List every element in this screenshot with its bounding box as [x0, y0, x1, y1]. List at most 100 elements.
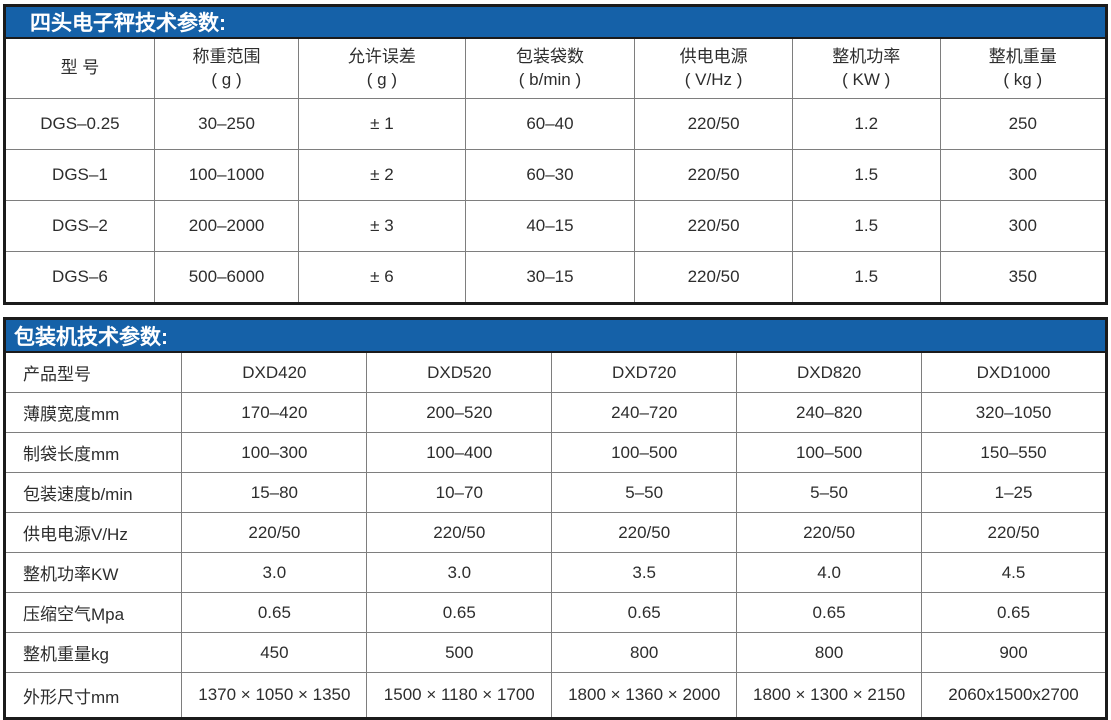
column-header-line2: ( kg ) — [1003, 69, 1043, 89]
table-row: DGS–6 500–6000 ± 6 30–15 220/50 1.5 350 — [4, 251, 1108, 304]
column-header: 整机重量 ( kg ) — [939, 37, 1108, 99]
packer-params-title: 包装机技术参数: — [4, 318, 1107, 353]
spec-value-cell: 450 — [181, 632, 368, 673]
table-row: 制袋长度mm 100–300 100–400 100–500 100–500 150–55… — [3, 432, 1107, 473]
spec-value-cell: 170–420 — [181, 392, 368, 433]
spec-value-cell: 1.2 — [791, 98, 941, 150]
spec-value-cell: 1800 × 1300 × 2150 — [736, 672, 923, 719]
spec-value-cell: 150–550 — [921, 432, 1107, 473]
row-label: 外形尺寸mm — [3, 672, 183, 719]
column-header: 整机功率 ( KW ) — [791, 37, 941, 99]
table-row: DGS–1 100–1000 ± 2 60–30 220/50 1.5 300 — [4, 149, 1108, 201]
spec-value-cell: 100–500 — [551, 432, 738, 473]
model-cell: DGS–6 — [4, 251, 155, 304]
spec-value-cell: 3.5 — [551, 552, 738, 593]
spec-value-cell: 220/50 — [736, 512, 923, 553]
spec-value-cell: 240–720 — [551, 392, 738, 433]
row-label: 供电电源V/Hz — [3, 512, 183, 553]
spec-value-cell: 1370 × 1050 × 1350 — [181, 672, 368, 719]
row-label: 整机重量kg — [3, 632, 183, 673]
row-label: 薄膜宽度mm — [3, 392, 183, 433]
spec-value-cell: 60–30 — [464, 149, 636, 201]
table-row: 外形尺寸mm 1370 × 1050 × 1350 1500 × 1180 × 17… — [3, 672, 1107, 719]
spec-value-cell: 1500 × 1180 × 1700 — [366, 672, 553, 719]
column-header: 称重范围 ( g ) — [153, 37, 300, 99]
spec-value-cell: DXD820 — [736, 351, 923, 393]
column-header: 供电电源 ( V/Hz ) — [634, 37, 793, 99]
spec-value-cell: 0.65 — [921, 592, 1107, 633]
spec-value-cell: 3.0 — [366, 552, 553, 593]
spec-value-cell: 3.0 — [181, 552, 368, 593]
spec-value-cell: ± 2 — [298, 149, 466, 201]
spec-value-cell: 30–250 — [153, 98, 300, 150]
spec-value-cell: 250 — [939, 98, 1108, 150]
table-row: 产品型号 DXD420 DXD520 DXD720 DXD820 DXD1000 — [3, 351, 1107, 393]
spec-value-cell: DXD1000 — [921, 351, 1107, 393]
spec-value-cell: 320–1050 — [921, 392, 1107, 433]
spec-value-cell: 900 — [921, 632, 1107, 673]
spec-value-cell: 100–500 — [736, 432, 923, 473]
model-cell: DGS–2 — [4, 200, 155, 252]
spec-value-cell: 60–40 — [464, 98, 636, 150]
spec-value-cell: 5–50 — [736, 472, 923, 513]
column-header-line1: 允许误差 — [347, 46, 416, 66]
table-row: 供电电源V/Hz 220/50 220/50 220/50 220/50 220/50 — [3, 512, 1107, 553]
spec-value-cell: 30–15 — [464, 251, 636, 304]
column-header-line1: 供电电源 — [679, 46, 748, 66]
spec-value-cell: 1.5 — [791, 251, 941, 304]
spec-value-cell: 0.65 — [181, 592, 368, 633]
spec-value-cell: 0.65 — [366, 592, 553, 633]
spec-value-cell: 350 — [939, 251, 1108, 304]
column-header: 型 号 — [4, 37, 155, 99]
spec-value-cell: 0.65 — [736, 592, 923, 633]
spec-value-cell: 220/50 — [634, 149, 793, 201]
packer-params-table: 包装机技术参数: 产品型号 DXD420 DXD520 DXD720 DXD820 DXD… — [3, 317, 1108, 720]
spec-value-cell: 220/50 — [634, 200, 793, 252]
spec-value-cell: 4.5 — [921, 552, 1107, 593]
spec-value-cell: 800 — [551, 632, 738, 673]
spec-value-cell: 10–70 — [366, 472, 553, 513]
column-header-line2: ( V/Hz ) — [684, 69, 743, 89]
column-header-line1: 称重范围 — [192, 46, 261, 66]
spec-value-cell: 800 — [736, 632, 923, 673]
model-cell: DGS–0.25 — [4, 98, 155, 150]
column-header-line2: ( g ) — [211, 69, 242, 89]
spec-value-cell: 100–400 — [366, 432, 553, 473]
column-header-line1: 包装袋数 — [515, 46, 584, 66]
spec-value-cell: DXD420 — [181, 351, 368, 393]
spec-value-cell: 240–820 — [736, 392, 923, 433]
spec-value-cell: 1800 × 1360 × 2000 — [551, 672, 738, 719]
spec-value-cell: 4.0 — [736, 552, 923, 593]
scale-params-table: 四头电子秤技术参数: 型 号 称重范围 ( g ) 允许误差 ( g ) 包装袋数 ( b/… — [3, 4, 1108, 305]
column-header-line2: ( g ) — [366, 69, 398, 89]
row-label: 包装速度b/min — [3, 472, 183, 513]
spec-value-cell: 100–1000 — [153, 149, 300, 201]
table-row: 包装速度b/min 15–80 10–70 5–50 5–50 1–25 — [3, 472, 1107, 513]
spec-value-cell: 1–25 — [921, 472, 1107, 513]
spec-value-cell: 100–300 — [181, 432, 368, 473]
column-header-line2: ( b/min ) — [518, 69, 582, 89]
spec-value-cell: 220/50 — [366, 512, 553, 553]
table-row: 压缩空气Mpa 0.65 0.65 0.65 0.65 0.65 — [3, 592, 1107, 633]
scale-params-title: 四头电子秤技术参数: — [4, 5, 1107, 39]
column-header: 允许误差 ( g ) — [298, 37, 466, 99]
spec-value-cell: 200–520 — [366, 392, 553, 433]
spec-value-cell: 220/50 — [181, 512, 368, 553]
row-label: 产品型号 — [3, 351, 183, 393]
spec-value-cell: 500 — [366, 632, 553, 673]
spec-value-cell: DXD720 — [551, 351, 738, 393]
row-label: 压缩空气Mpa — [3, 592, 183, 633]
column-header-line1: 整机重量 — [988, 46, 1057, 66]
spec-value-cell: 220/50 — [634, 251, 793, 304]
row-label: 整机功率KW — [3, 552, 183, 593]
model-cell: DGS–1 — [4, 149, 155, 201]
column-header-line2: ( KW ) — [842, 69, 891, 89]
row-label: 制袋长度mm — [3, 432, 183, 473]
spec-value-cell: ± 6 — [298, 251, 466, 304]
spec-value-cell: DXD520 — [366, 351, 553, 393]
spec-value-cell: 220/50 — [921, 512, 1107, 553]
spec-value-cell: 2060x1500x2700 — [921, 672, 1107, 719]
spec-value-cell: 300 — [939, 149, 1108, 201]
spec-value-cell: 1.5 — [791, 200, 941, 252]
